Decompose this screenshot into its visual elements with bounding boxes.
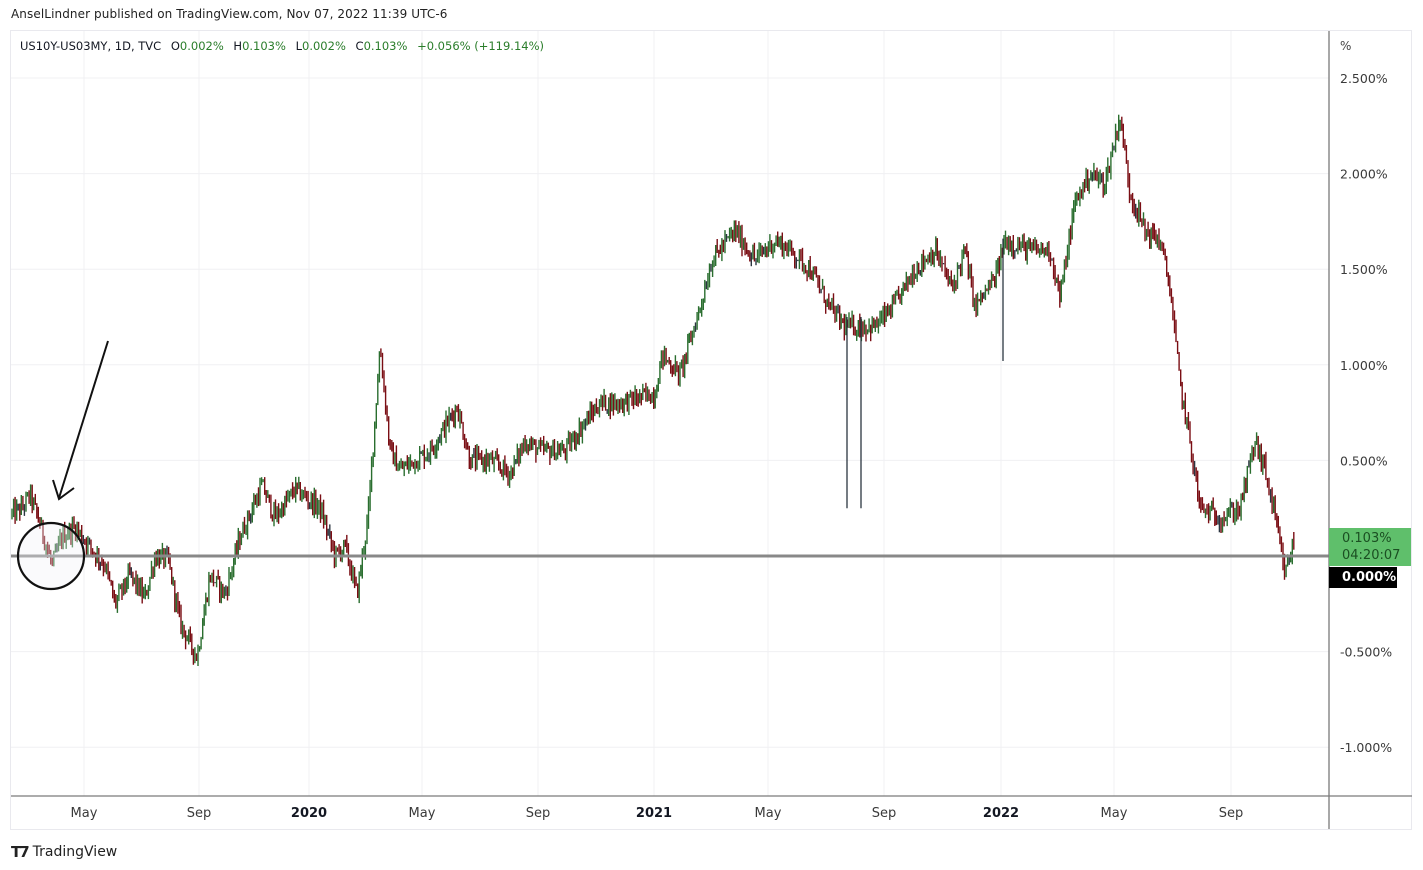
close-key: C — [355, 39, 364, 53]
arrow-head-icon — [52, 479, 75, 501]
last-price-tag: 0.103% 04:20:07 — [1329, 528, 1411, 566]
price-tick-label: -0.500% — [1340, 645, 1392, 660]
symbol-legend: US10Y-US03MY, 1D, TVC O0.002% H0.103% L0… — [20, 39, 544, 53]
low-value: 0.002% — [302, 39, 346, 53]
time-tick-label: Sep — [872, 806, 897, 821]
publish-info: AnselLindner published on TradingView.co… — [11, 7, 448, 21]
brand-name: TradingView — [32, 844, 118, 860]
annotations — [16, 340, 109, 591]
price-tick-label: 2.000% — [1340, 167, 1388, 182]
price-axis-unit: % — [1340, 39, 1352, 53]
change-value: +0.056% (+119.14%) — [417, 39, 544, 53]
bar-countdown: 04:20:07 — [1342, 548, 1401, 563]
tradingview-logo-icon: T7 — [11, 843, 30, 861]
circle-annotation-icon[interactable] — [16, 521, 86, 591]
time-tick-label: Sep — [1219, 806, 1244, 821]
symbol-title[interactable]: US10Y-US03MY, 1D, TVC — [20, 39, 162, 53]
time-axis[interactable]: May Sep 2020 May Sep 2021 May Sep 2022 May Sep — [71, 806, 1244, 821]
open-value: 0.002% — [179, 39, 224, 53]
time-tick-label: May — [71, 806, 98, 821]
time-tick-label: 2022 — [983, 806, 1019, 821]
price-tick-label: 1.500% — [1340, 262, 1388, 277]
chart-grid — [11, 31, 1329, 796]
close-value: 0.103% — [363, 39, 408, 53]
time-tick-label: 2020 — [291, 806, 327, 821]
price-tick-label: -1.000% — [1340, 740, 1392, 755]
price-tick-label: 0.500% — [1340, 453, 1388, 468]
time-tick-label: Sep — [187, 806, 212, 821]
arrow-icon[interactable] — [58, 340, 109, 499]
tradingview-branding[interactable]: T7 TradingView — [11, 843, 117, 861]
time-tick-label: Sep — [526, 806, 551, 821]
time-tick-label: May — [409, 806, 436, 821]
chart-frame[interactable] — [10, 30, 1412, 830]
high-value: 0.103% — [242, 39, 286, 53]
price-tick-label: 1.000% — [1340, 358, 1388, 373]
last-price-value: 0.103% — [1342, 531, 1392, 546]
high-key: H — [233, 39, 243, 53]
time-tick-label: 2021 — [636, 806, 672, 821]
price-tick-label: 2.500% — [1340, 71, 1388, 86]
low-key: L — [295, 39, 303, 53]
time-tick-label: May — [755, 806, 782, 821]
hline-price-tag: 0.000% — [1329, 567, 1397, 588]
open-key: O — [170, 39, 180, 53]
time-tick-label: May — [1101, 806, 1128, 821]
price-bars — [11, 114, 1295, 666]
price-axis[interactable]: 2.500% 2.000% 1.500% 1.000% 0.500% -0.500% -1.… — [1340, 71, 1392, 755]
